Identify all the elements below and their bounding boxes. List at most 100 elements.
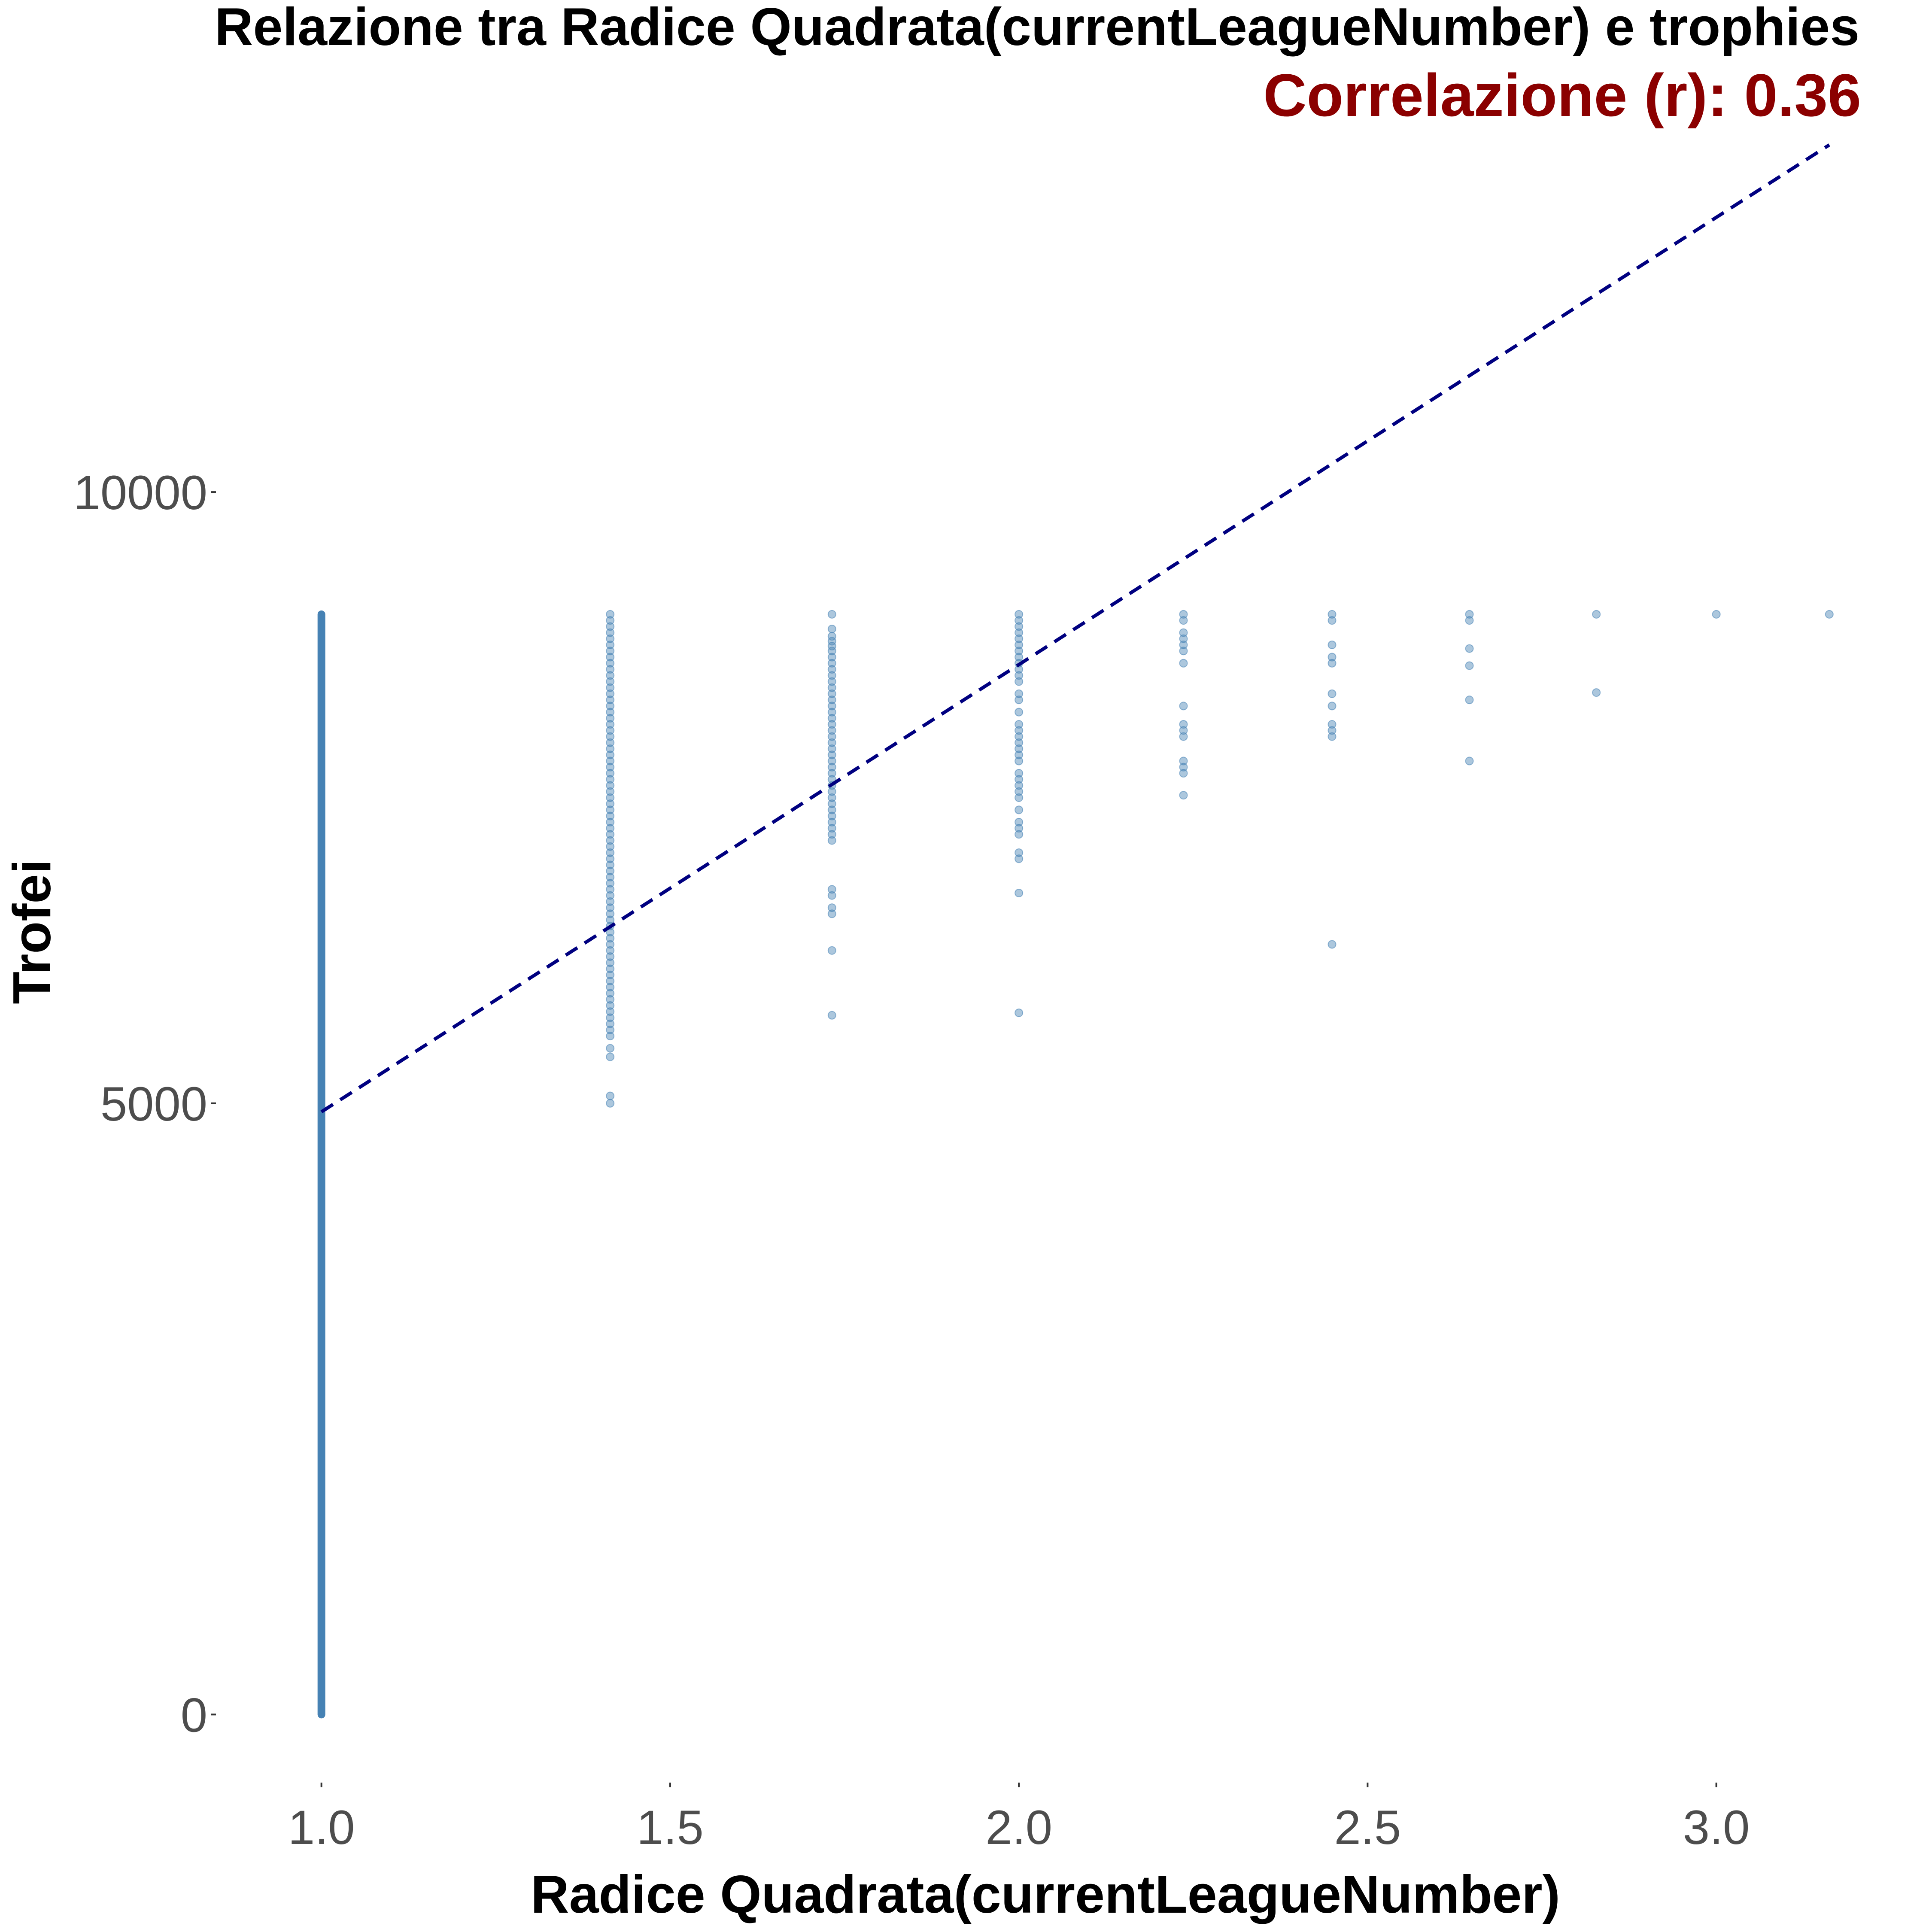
x-tick-label: 1.0 <box>288 1801 355 1854</box>
data-point <box>1179 647 1188 656</box>
data-point <box>606 641 615 650</box>
data-point <box>827 610 836 619</box>
data-point <box>827 726 836 735</box>
data-point <box>827 744 836 753</box>
y-tick-label: 5000 <box>100 1077 207 1131</box>
data-point <box>827 647 836 656</box>
data-point <box>1015 671 1024 680</box>
data-point <box>827 769 836 778</box>
data-point <box>1179 720 1188 729</box>
data-point <box>1015 738 1024 747</box>
data-point <box>606 958 615 967</box>
data-point <box>606 750 615 759</box>
data-point <box>1179 762 1188 772</box>
data-point <box>827 689 836 698</box>
y-axis: 0 5000 10000 <box>74 466 216 1742</box>
x-axis-title: Radice Quadrata(currentLeagueNumber) <box>531 1865 1560 1924</box>
data-point <box>606 628 615 637</box>
data-point <box>606 879 615 888</box>
data-point <box>1015 769 1024 778</box>
data-point <box>606 799 615 808</box>
series-group <box>1712 610 1721 619</box>
data-point <box>606 842 615 851</box>
series-group <box>1327 610 1337 949</box>
data-point <box>606 903 615 912</box>
data-point <box>1015 793 1024 802</box>
data-point <box>606 1032 615 1041</box>
data-point <box>606 714 615 723</box>
data-point <box>606 848 615 857</box>
data-point <box>606 934 615 943</box>
data-point <box>606 622 615 631</box>
data-point <box>1179 610 1188 619</box>
data-point <box>606 983 615 992</box>
data-point <box>1015 708 1024 717</box>
data-point <box>1179 756 1188 766</box>
data-point <box>1015 628 1024 637</box>
data-point <box>1327 653 1337 662</box>
data-point <box>606 683 615 692</box>
data-point <box>827 696 836 705</box>
data-point <box>606 696 615 705</box>
data-point-band <box>317 610 325 1719</box>
data-point <box>827 811 836 820</box>
data-point <box>1712 610 1721 619</box>
data-point <box>1015 732 1024 741</box>
data-point <box>606 860 615 869</box>
data-point <box>827 799 836 808</box>
data-point <box>1327 689 1337 698</box>
data-point <box>1015 720 1024 729</box>
plot-trend-line <box>320 143 1830 1114</box>
data-point <box>827 708 836 717</box>
data-point <box>606 1001 615 1010</box>
data-point <box>606 1007 615 1016</box>
data-point <box>1465 610 1474 619</box>
data-point <box>1015 634 1024 643</box>
data-point <box>606 995 615 1004</box>
data-point <box>1015 787 1024 796</box>
data-point <box>1327 726 1337 735</box>
data-point <box>827 671 836 680</box>
data-point <box>606 738 615 747</box>
data-point <box>1465 644 1474 653</box>
correlation-label: Correlazione (r): 0.36 <box>1263 61 1861 129</box>
data-point <box>606 915 615 924</box>
data-point <box>606 677 615 686</box>
data-point <box>606 885 615 894</box>
data-point <box>827 824 836 833</box>
data-point <box>606 671 615 680</box>
data-point <box>606 708 615 717</box>
series-group <box>1592 610 1601 697</box>
data-point <box>827 817 836 826</box>
data-point <box>606 665 615 674</box>
data-point <box>827 659 836 668</box>
data-point <box>1327 732 1337 741</box>
data-point <box>1179 791 1188 800</box>
x-tick-label: 1.5 <box>637 1801 704 1854</box>
data-point <box>1327 940 1337 949</box>
data-point <box>1179 628 1188 637</box>
data-point <box>827 836 836 845</box>
data-point <box>606 1044 615 1053</box>
data-point <box>606 811 615 820</box>
trend-line <box>320 143 1830 1114</box>
data-point <box>827 714 836 723</box>
data-point <box>1179 641 1188 650</box>
data-point <box>1015 696 1024 705</box>
data-point <box>606 659 615 668</box>
data-point <box>827 732 836 741</box>
plot-points <box>317 610 1834 1719</box>
data-point <box>606 610 615 619</box>
data-point <box>606 726 615 735</box>
chart-title: Relazione tra Radice Quadrata(currentLea… <box>215 0 1859 57</box>
data-point <box>606 653 615 662</box>
data-point <box>606 689 615 698</box>
data-point <box>1015 689 1024 698</box>
data-point <box>1465 661 1474 670</box>
series-group <box>317 610 325 1719</box>
data-point <box>606 702 615 711</box>
data-point <box>1465 756 1474 766</box>
series-group <box>606 610 615 1108</box>
data-point <box>827 891 836 900</box>
